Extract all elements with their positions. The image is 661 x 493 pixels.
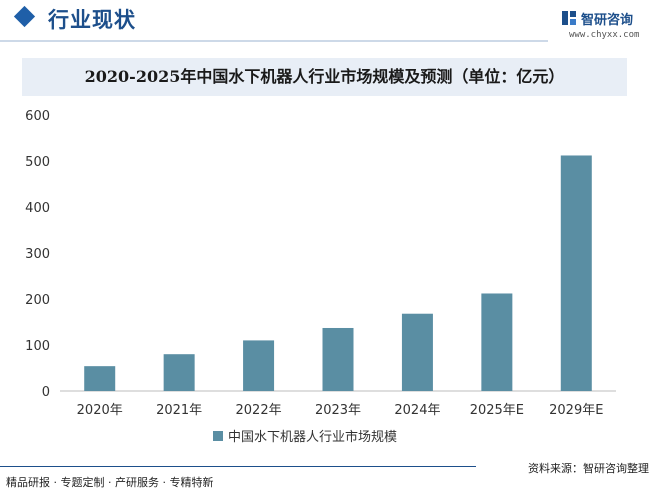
bar	[481, 293, 513, 391]
chart-title: 2020-2025年中国水下机器人行业市场规模及预测（单位：亿元）	[84, 67, 565, 86]
header: 行业现状 智研咨询 www.chyxx.com	[0, 0, 661, 48]
header-divider	[0, 40, 548, 42]
y-tick-label: 400	[25, 201, 50, 216]
x-tick-label: 2024年	[394, 403, 440, 418]
bar	[243, 340, 275, 391]
source-note: 资料来源：智研咨询整理	[528, 462, 649, 475]
y-tick-label: 100	[25, 339, 50, 354]
legend-swatch	[213, 431, 223, 441]
bar	[322, 327, 354, 391]
logo-icon	[562, 11, 576, 25]
bar	[401, 313, 433, 391]
diamond-icon	[13, 5, 36, 28]
legend-label: 中国水下机器人行业市场规模	[228, 429, 397, 445]
x-tick-label: 2021年	[156, 403, 202, 418]
bar	[163, 354, 195, 391]
x-tick-label: 2020年	[77, 403, 123, 418]
logo-url: www.chyxx.com	[569, 30, 640, 40]
logo-text: 智研咨询	[581, 13, 634, 28]
y-tick-label: 200	[25, 293, 50, 308]
footer-divider	[0, 466, 476, 467]
y-tick-label: 500	[25, 155, 50, 170]
bar	[84, 366, 116, 391]
x-tick-label: 2029年E	[549, 403, 603, 418]
x-tick-label: 2023年	[315, 403, 361, 418]
section-title: 行业现状	[48, 8, 136, 32]
footer-tagline: 精品研报 · 专题定制 · 产研服务 · 专精特新	[6, 476, 214, 489]
y-tick-label: 600	[25, 109, 50, 124]
x-tick-label: 2025年E	[470, 403, 524, 418]
bar-chart: 0 100 200 300 400 500 600 2020年 2021年 2022年 2023年 2…	[25, 109, 616, 445]
y-tick-label: 300	[25, 247, 50, 262]
x-tick-label: 2022年	[236, 403, 282, 418]
bar	[560, 155, 592, 391]
y-tick-label: 0	[42, 385, 50, 400]
chart-title-band: 2020-2025年中国水下机器人行业市场规模及预测（单位：亿元）	[22, 58, 627, 96]
